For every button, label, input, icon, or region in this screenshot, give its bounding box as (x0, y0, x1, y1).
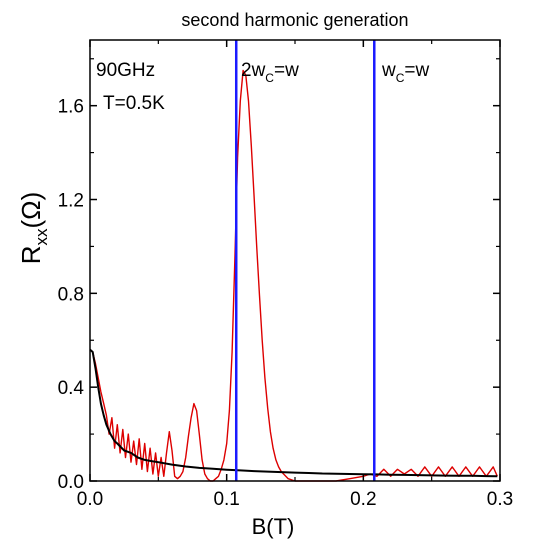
x-tick-label: 0.2 (350, 489, 376, 510)
y-tick-label: 0.4 (58, 378, 85, 399)
plot-series (89, 69, 498, 482)
chart-title: second harmonic generation (181, 10, 408, 30)
y-axis: 0.0 0.4 0.8 1.2 1.6 (58, 58, 500, 493)
y-tick-label: 1.2 (58, 191, 84, 212)
x-axis-label: B(T) (252, 514, 295, 539)
fundamental-label-sub: C (396, 71, 405, 85)
y-tick-label: 0.0 (58, 472, 84, 493)
second-harmonic-label-post: =w (274, 60, 299, 81)
y-axis-label-sub: xx (32, 228, 51, 246)
temperature-label: T=0.5K (103, 93, 165, 114)
vertical-markers (234, 40, 376, 481)
fundamental-label: wC=w (381, 60, 430, 85)
x-tick-label: 0.0 (77, 489, 103, 510)
fundamental-label-pre: w (381, 60, 396, 81)
second-harmonic-label: 2wC=w (241, 60, 299, 85)
second-harmonic-label-sub: C (265, 71, 274, 85)
y-axis-label: Rxx(Ω) (16, 192, 51, 265)
x-tick-label: 0.1 (213, 489, 239, 510)
y-tick-label: 1.6 (58, 97, 84, 118)
y-axis-label-rest: (Ω) (16, 192, 46, 229)
y-axis-label-base: R (16, 245, 46, 264)
frequency-label: 90GHz (96, 60, 155, 81)
x-tick-label: 0.3 (487, 489, 513, 510)
fundamental-label-post: =w (404, 60, 429, 81)
second-harmonic-label-pre: 2w (241, 60, 266, 81)
series-line-0 (89, 69, 498, 482)
x-axis: 0.0 0.1 0.2 0.3 (77, 40, 513, 510)
series-line-1 (89, 348, 498, 478)
y-tick-label: 0.8 (58, 284, 84, 305)
